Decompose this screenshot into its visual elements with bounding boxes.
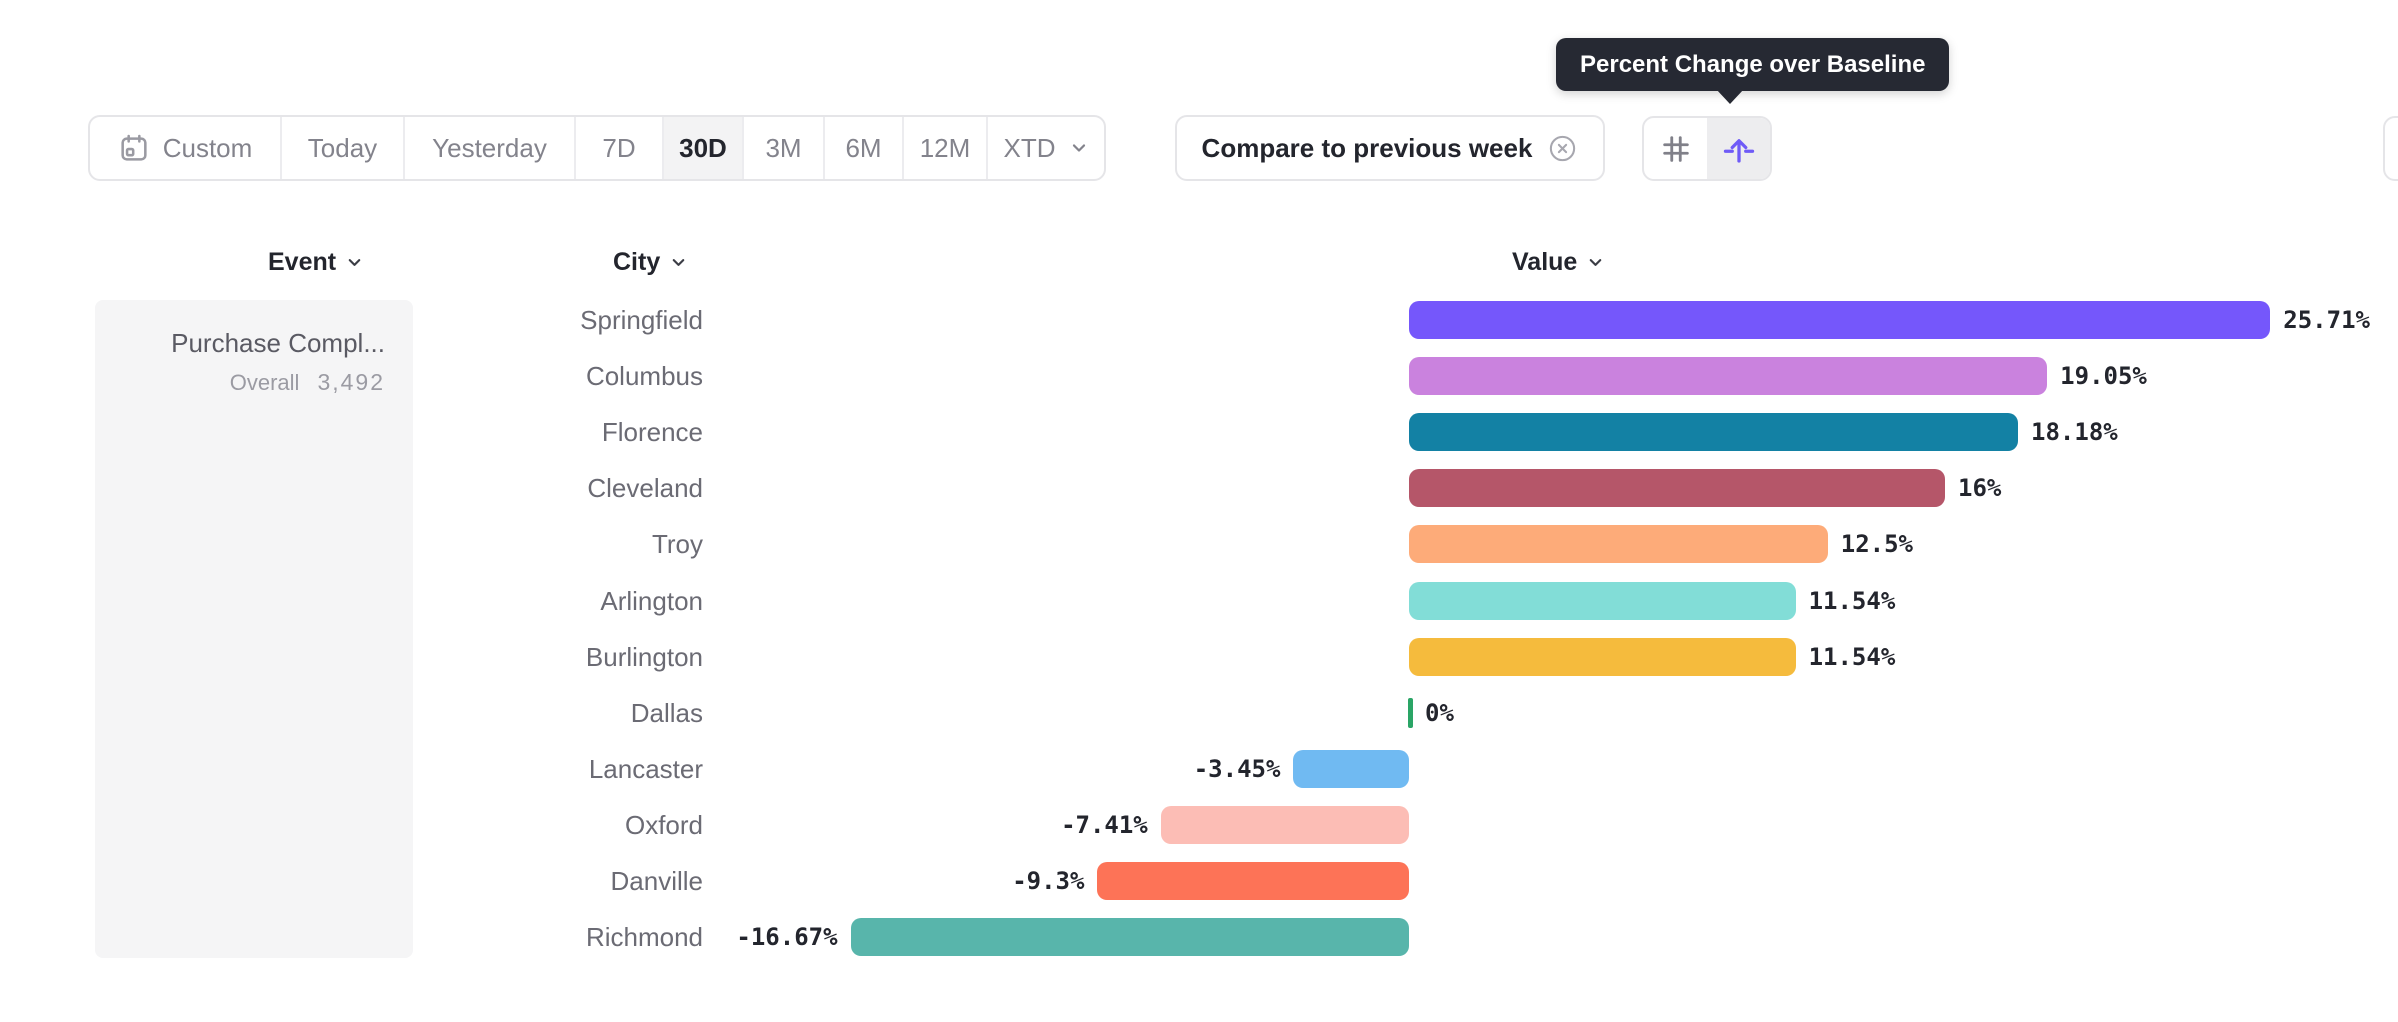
date-range-xtd[interactable]: XTD bbox=[988, 117, 1104, 179]
column-header-event-label: Event bbox=[268, 247, 337, 276]
event-card-overall: Overall 3,492 bbox=[230, 369, 385, 396]
date-range-12m[interactable]: 12M bbox=[904, 117, 988, 179]
value-bar[interactable] bbox=[1409, 301, 2271, 339]
city-label: Richmond bbox=[585, 922, 703, 953]
chevron-down-icon bbox=[1590, 258, 1602, 266]
city-label: Dallas bbox=[630, 697, 703, 728]
city-label: Oxford bbox=[624, 809, 703, 840]
value-bar[interactable] bbox=[1097, 862, 1409, 900]
value-label: -16.67% bbox=[736, 923, 838, 952]
partial-button-right-edge[interactable] bbox=[2383, 116, 2398, 181]
value-label: 18.18% bbox=[2031, 418, 2118, 447]
value-bar[interactable] bbox=[1409, 637, 1796, 676]
date-range-7d[interactable]: 7D bbox=[576, 117, 664, 179]
tooltip: Percent Change over Baseline bbox=[1556, 38, 1950, 91]
value-label: 12.5% bbox=[1840, 530, 1913, 559]
date-range-label: 6M bbox=[845, 132, 882, 163]
event-card[interactable]: Purchase Compl... Overall 3,492 bbox=[95, 300, 413, 958]
tooltip-caret bbox=[1716, 89, 1744, 104]
baseline-arrow-icon bbox=[1723, 138, 1754, 163]
value-label: 19.05% bbox=[2060, 362, 2147, 391]
date-range-label: 7D bbox=[602, 132, 636, 163]
date-range-6m[interactable]: 6M bbox=[825, 117, 904, 179]
value-label: 16% bbox=[1958, 474, 2002, 503]
date-range-control: Custom Today Yesterday 7D 30D 3M 6M 12M XTD bbox=[88, 115, 1106, 181]
calendar-icon bbox=[121, 134, 147, 161]
date-range-label: Today bbox=[307, 132, 378, 163]
chevron-down-icon bbox=[348, 258, 361, 266]
value-bar[interactable] bbox=[1409, 413, 2019, 452]
value-bar[interactable] bbox=[1293, 749, 1409, 788]
date-range-label: Yesterday bbox=[432, 132, 547, 163]
chevron-down-icon bbox=[672, 258, 685, 266]
city-label: Cleveland bbox=[587, 473, 703, 504]
value-bar[interactable] bbox=[850, 918, 1409, 957]
value-label: -7.41% bbox=[1061, 810, 1148, 839]
zero-baseline-tick[interactable] bbox=[1408, 697, 1413, 728]
date-range-label: 12M bbox=[919, 132, 971, 163]
value-bar[interactable] bbox=[1160, 805, 1409, 844]
date-range-30d[interactable]: 30D bbox=[664, 117, 744, 179]
baseline-view-button[interactable] bbox=[1707, 118, 1770, 179]
column-header-value-label: Value bbox=[1512, 247, 1578, 276]
date-range-today[interactable]: Today bbox=[282, 117, 405, 179]
value-label: 11.54% bbox=[1808, 642, 1896, 671]
city-label: Lancaster bbox=[588, 753, 703, 784]
city-label: Arlington bbox=[600, 585, 703, 616]
compare-filter-label: Compare to previous week bbox=[1201, 132, 1533, 163]
date-range-custom[interactable]: Custom bbox=[90, 117, 282, 179]
value-label: 25.71% bbox=[2283, 306, 2370, 334]
view-toggle bbox=[1642, 116, 1772, 181]
date-range-yesterday[interactable]: Yesterday bbox=[405, 117, 576, 179]
compare-filter-pill[interactable]: Compare to previous week bbox=[1175, 115, 1605, 181]
grid-view-button[interactable] bbox=[1644, 118, 1707, 179]
chevron-down-icon bbox=[1072, 144, 1085, 152]
date-range-label: 3M bbox=[765, 132, 802, 163]
column-header-event[interactable]: Event bbox=[268, 246, 364, 278]
grid-icon bbox=[1662, 135, 1689, 162]
value-label: 0% bbox=[1425, 698, 1454, 727]
event-overall-label: Overall bbox=[229, 370, 300, 395]
column-header-city-label: City bbox=[613, 247, 661, 276]
value-label: -9.3% bbox=[1012, 867, 1085, 895]
date-range-3m[interactable]: 3M bbox=[744, 117, 825, 179]
date-range-label: 30D bbox=[679, 132, 727, 163]
column-header-value[interactable]: Value bbox=[1512, 246, 1605, 278]
city-label: Burlington bbox=[585, 641, 703, 672]
city-label: Troy bbox=[651, 529, 703, 560]
remove-compare-button[interactable] bbox=[1547, 133, 1578, 164]
city-label: Springfield bbox=[580, 305, 703, 335]
value-label: -3.45% bbox=[1193, 754, 1281, 783]
date-range-label: Custom bbox=[162, 132, 253, 163]
city-label: Columbus bbox=[585, 361, 703, 392]
value-bar[interactable] bbox=[1409, 357, 2048, 396]
column-header-city[interactable]: City bbox=[613, 246, 688, 278]
value-bar[interactable] bbox=[1409, 581, 1796, 620]
date-range-label: XTD bbox=[1003, 132, 1056, 163]
value-bar[interactable] bbox=[1409, 525, 1828, 564]
city-label: Florence bbox=[601, 417, 703, 448]
circle-x-icon bbox=[1550, 135, 1576, 161]
value-bar[interactable] bbox=[1409, 469, 1945, 508]
value-label: 11.54% bbox=[1808, 586, 1896, 615]
event-overall-value: 3,492 bbox=[317, 369, 385, 395]
event-card-title: Purchase Compl... bbox=[171, 328, 385, 358]
city-label: Danville bbox=[610, 866, 704, 896]
